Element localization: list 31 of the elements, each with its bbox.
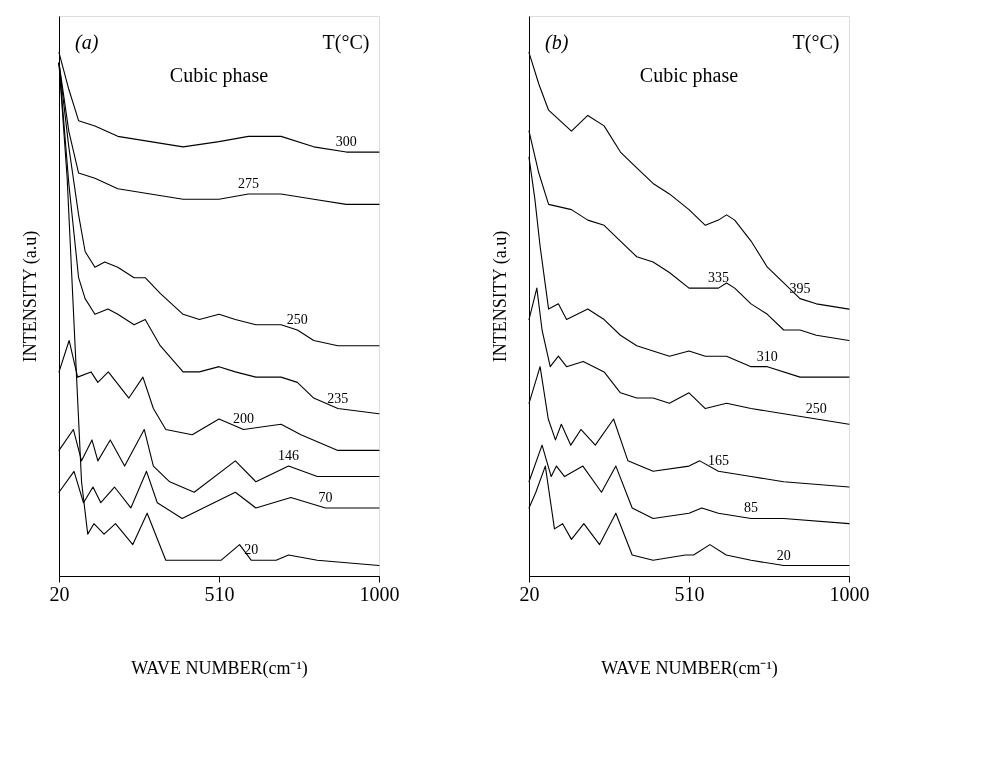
series-label: 335 [707, 270, 729, 286]
series-label: 20 [776, 547, 791, 563]
series-label: 20 [244, 542, 259, 558]
series-label: 165 [707, 453, 729, 469]
series-label: 250 [286, 312, 308, 328]
series-label: 70 [318, 489, 333, 505]
annotation: Cubic phase [639, 64, 739, 88]
series-label: 275 [237, 175, 259, 191]
series-label: 310 [756, 348, 778, 364]
y-axis-title: INTENSITY (a.u) [19, 230, 41, 363]
x-tick-label: 510 [674, 582, 705, 605]
series-label: 250 [805, 400, 827, 416]
x-tick-label: 1000 [829, 582, 870, 605]
annotation: (a) [75, 30, 99, 54]
x-tick-label: 20 [49, 582, 70, 605]
annotation: Cubic phase [169, 64, 269, 88]
series-label: 395 [789, 280, 811, 296]
x-tick-label: 510 [204, 582, 235, 605]
series-label: 300 [335, 134, 357, 150]
annotation: T(°C) [322, 30, 370, 54]
annotation: T(°C) [792, 30, 840, 54]
series-label: 85 [744, 500, 759, 516]
annotation: (b) [545, 30, 569, 54]
series-label: 200 [232, 411, 254, 427]
x-axis-title: WAVE NUMBER(cm⁻¹) [601, 657, 778, 679]
x-tick-label: 1000 [359, 582, 400, 605]
series-label: 146 [278, 448, 300, 464]
series-label: 235 [327, 390, 349, 406]
y-axis-title: INTENSITY (a.u) [489, 230, 511, 363]
x-tick-label: 20 [519, 582, 540, 605]
x-axis-title: WAVE NUMBER(cm⁻¹) [131, 657, 308, 679]
